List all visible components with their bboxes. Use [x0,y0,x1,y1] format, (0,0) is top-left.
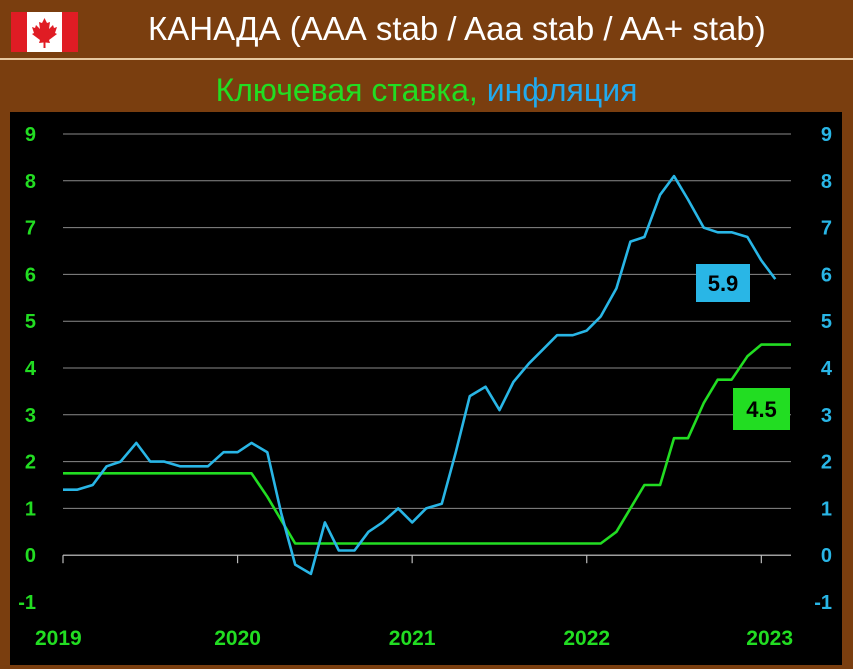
y-tick-label-left: 8 [25,171,36,193]
subtitle-rate-label: Ключевая ставка, [215,72,478,108]
y-tick-label-right: 2 [821,452,832,474]
rate-end-label: 4.5 [746,397,777,422]
canada-flag-icon [11,12,78,52]
y-tick-label-left: 6 [25,264,36,286]
series-lines [63,174,791,576]
y-tick-label-left: 4 [25,358,37,380]
plot-background [10,112,842,665]
inflation-end-label: 5.9 [708,271,739,296]
y-tick-label-right: 4 [821,358,833,380]
y-tick-label-left: 5 [25,311,36,333]
x-tick-label: 2023 [746,627,793,650]
subtitle-inflation-label: инфляция [486,72,638,108]
end-labels: 4.5 5.9 [696,264,790,430]
y-tick-label-right: -1 [814,592,832,614]
y-tick-label-right: 8 [821,171,832,193]
x-tick-label: 2021 [389,627,436,650]
y-tick-label-left: 3 [25,405,36,427]
x-tick-label: 2022 [563,627,610,650]
y-axis-right: -1 0 1 2 3 4 5 6 7 8 9 [814,124,833,614]
x-tick-label: 2019 [35,627,82,650]
y-tick-label-right: 7 [821,218,832,240]
header-bar: КАНАДА (ААА stab / Aaa stab / AA+ stab) [0,0,853,60]
y-tick-label-left: -1 [18,592,36,614]
inflation-end-label-box [696,264,750,302]
y-tick-label-left: 9 [25,124,36,146]
x-axis: 2019 2020 2021 2022 2023 [35,554,793,650]
y-tick-label-right: 3 [821,405,832,427]
y-tick-label-right: 5 [821,311,832,333]
y-tick-label-right: 0 [821,545,832,567]
y-axis-left: -1 0 1 2 3 4 5 6 7 8 9 [18,124,37,614]
y-tick-label-left: 0 [25,545,36,567]
page-title: КАНАДА (ААА stab / Aaa stab / AA+ stab) [148,10,766,47]
y-tick-label-left: 2 [25,452,36,474]
chart-subtitle: Ключевая ставка, инфляция [0,72,853,109]
x-tick-label: 2020 [214,627,261,650]
y-tick-label-left: 1 [25,498,36,520]
y-tick-label-right: 6 [821,264,832,286]
inflation-series-line [63,174,777,576]
rate-series-line [63,343,791,545]
rate-end-label-box [733,388,790,430]
y-tick-label-right: 9 [821,124,832,146]
y-tick-label-left: 7 [25,218,36,240]
y-tick-label-right: 1 [821,498,832,520]
